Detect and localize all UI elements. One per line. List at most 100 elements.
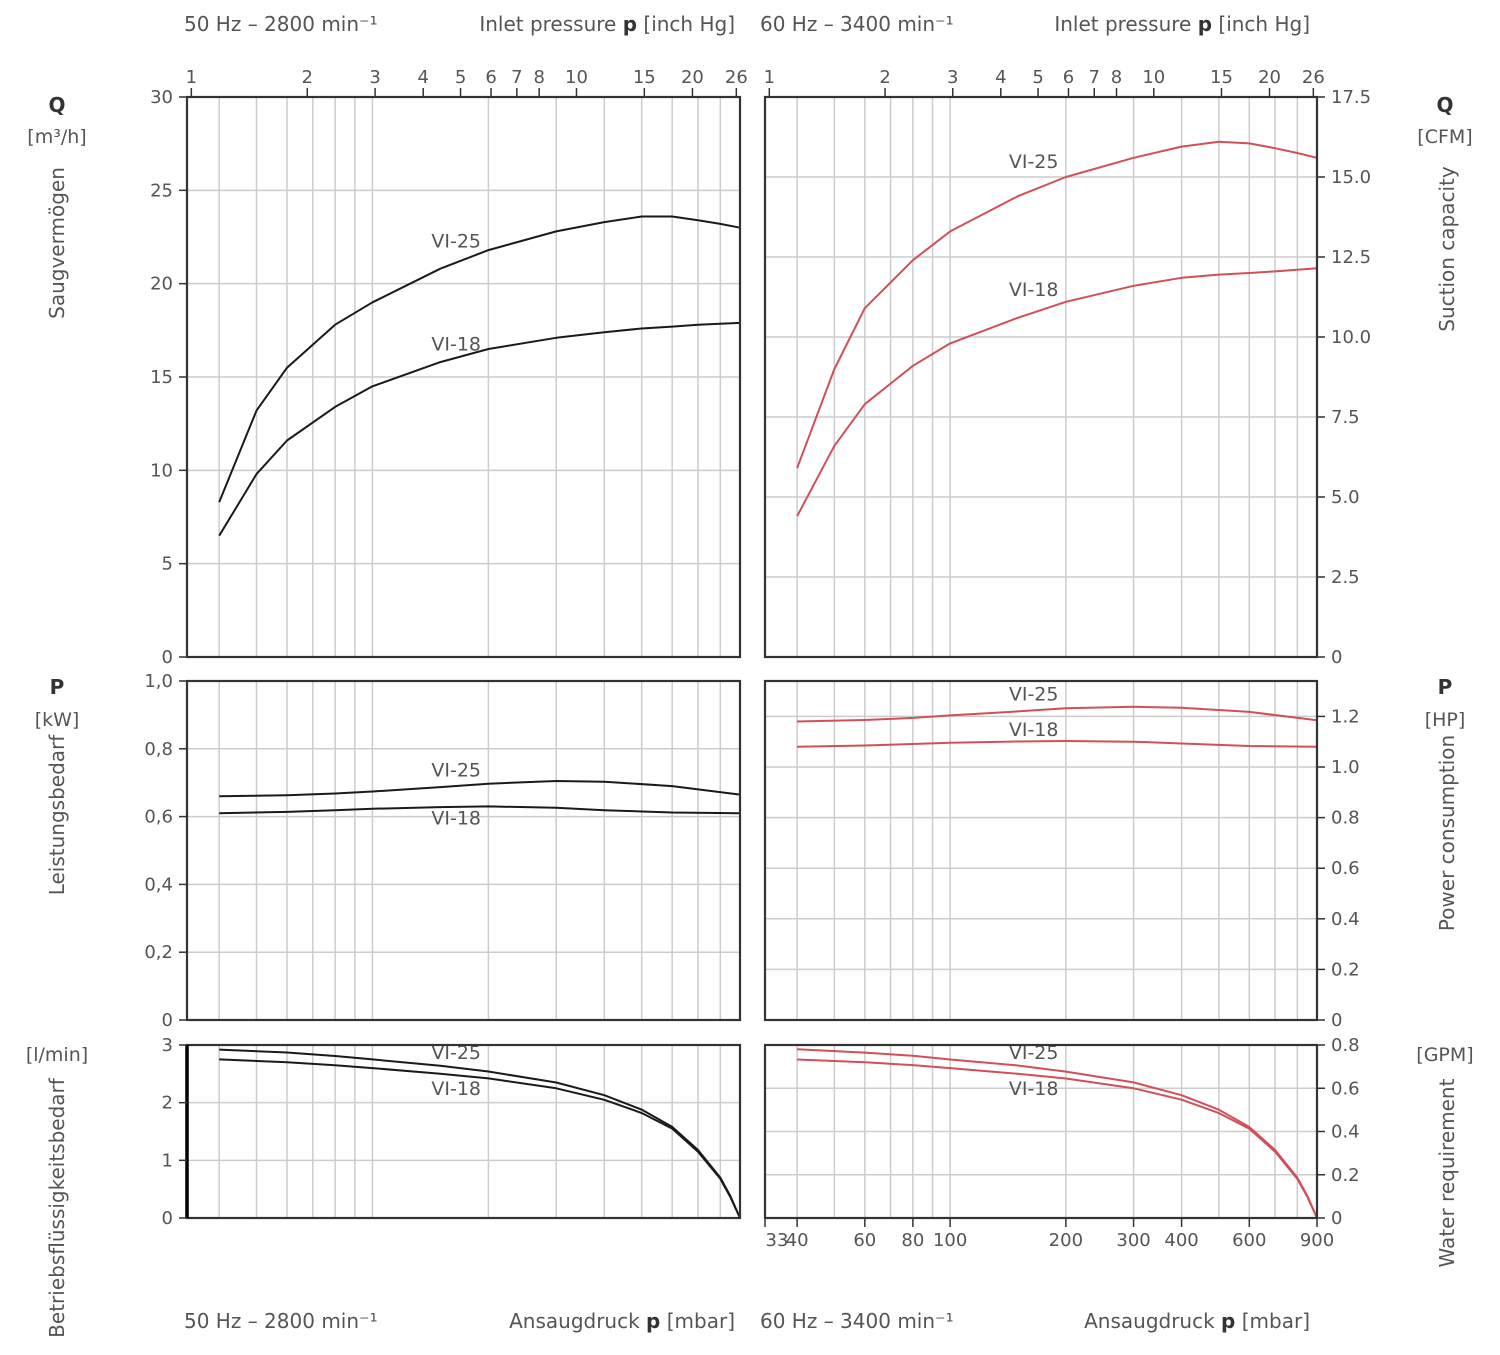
header-left-top-freq: 50 Hz – 2800 min⁻¹ bbox=[184, 12, 378, 36]
y-tick-label: 0,2 bbox=[144, 942, 173, 963]
q-unit-right: [CFM] bbox=[1417, 126, 1472, 148]
panel-p50: VI-25 VI-18 0 0,2 0,4 0,6 0,8 1,0 bbox=[144, 671, 742, 1031]
series-label-vi-25: VI-25 bbox=[1009, 151, 1059, 173]
x2-tick-label: 7 bbox=[511, 67, 522, 88]
p-unit-left: [kW] bbox=[35, 709, 80, 731]
x-tick-label: 40 bbox=[786, 1230, 809, 1251]
y-tick-label: 0.2 bbox=[1331, 1165, 1360, 1186]
series-label-vi-25: VI-25 bbox=[431, 231, 481, 253]
x2-tick-label: 8 bbox=[1111, 67, 1122, 88]
y-tick-label: 15.0 bbox=[1331, 167, 1371, 188]
x2-tick-label: 8 bbox=[533, 67, 544, 88]
q-symbol-right: Q bbox=[1436, 93, 1453, 117]
series-label-vi-25: VI-25 bbox=[431, 1042, 481, 1064]
series-label-vi-25: VI-25 bbox=[1009, 683, 1059, 705]
series-line-vi-18 bbox=[797, 740, 1318, 748]
y-tick-label: 0,6 bbox=[144, 807, 173, 828]
series-label-vi-18: VI-18 bbox=[431, 807, 481, 829]
y-tick-label: 0 bbox=[162, 1208, 173, 1229]
p-symbol-left: P bbox=[50, 675, 65, 699]
x2-tick-label: 6 bbox=[1063, 67, 1074, 88]
series-label-vi-18: VI-18 bbox=[1009, 1078, 1059, 1100]
q-title-left: Saugvermögen bbox=[45, 167, 69, 319]
series-line-vi-18 bbox=[219, 1058, 741, 1219]
x-tick-label: 200 bbox=[1049, 1230, 1083, 1251]
y-tick-label: 15 bbox=[150, 367, 173, 388]
p-unit-right: [HP] bbox=[1425, 709, 1466, 731]
series-line-vi-25 bbox=[218, 215, 741, 503]
y-tick-label: 0 bbox=[162, 1010, 173, 1031]
series-label-vi-18: VI-18 bbox=[431, 1078, 481, 1100]
x2-tick-label: 1 bbox=[186, 67, 197, 88]
header-right-top-freq: 60 Hz – 3400 min⁻¹ bbox=[760, 12, 954, 36]
x2-tick-label: 10 bbox=[565, 67, 588, 88]
x2-tick-label: 26 bbox=[725, 67, 748, 88]
w-title-left: Betriebsflüssigkeitsbedarf bbox=[45, 1077, 69, 1338]
y-tick-label: 5 bbox=[162, 554, 173, 575]
series-line-vi-25 bbox=[797, 705, 1318, 723]
panel-w50: VI-25 VI-18 0 1 2 3 bbox=[162, 1035, 742, 1229]
series-label-vi-18: VI-18 bbox=[431, 333, 481, 355]
x2-tick-label: 7 bbox=[1089, 67, 1100, 88]
q-symbol-left: Q bbox=[48, 93, 65, 117]
x-tick-label: 80 bbox=[901, 1230, 924, 1251]
panel-q60: VI-25 VI-18 0 2.5 5.0 7.5 10.0 12.5 15.0 17.5 1 2 3 4… bbox=[764, 67, 1371, 668]
series-label-vi-25: VI-25 bbox=[1009, 1042, 1059, 1064]
x2-tick-label: 6 bbox=[485, 67, 496, 88]
q-title-right: Suction capacity bbox=[1435, 166, 1459, 332]
y-tick-label: 25 bbox=[150, 180, 173, 201]
y-tick-label: 0.4 bbox=[1331, 909, 1360, 930]
y-tick-label: 0.6 bbox=[1331, 858, 1360, 879]
p-title-left: Leistungsbedarf bbox=[45, 734, 69, 896]
x2-tick-label: 26 bbox=[1302, 67, 1325, 88]
y-tick-label: 0.6 bbox=[1331, 1078, 1360, 1099]
x-tick-label: 33 bbox=[766, 1230, 789, 1251]
header-left-bottom-freq: 50 Hz – 2800 min⁻¹ bbox=[184, 1309, 378, 1333]
series-line-vi-25 bbox=[797, 1048, 1318, 1219]
series-line-vi-18 bbox=[218, 321, 741, 537]
x2-tick-label: 1 bbox=[764, 67, 775, 88]
panel-frame bbox=[763, 679, 1319, 1022]
y-tick-label: 0.4 bbox=[1331, 1122, 1360, 1143]
x2-tick-label: 4 bbox=[995, 67, 1006, 88]
y-tick-label: 2.5 bbox=[1331, 567, 1360, 588]
y-tick-label: 1 bbox=[162, 1150, 173, 1171]
panel-frame bbox=[185, 679, 742, 1022]
w-unit-left: [l/min] bbox=[26, 1044, 88, 1066]
y-tick-label: 0.8 bbox=[1331, 808, 1360, 829]
header-left-top-axis: Inlet pressure p [inch Hg] bbox=[479, 12, 735, 36]
y-tick-label: 0,4 bbox=[144, 874, 173, 895]
y-tick-label: 2 bbox=[162, 1093, 173, 1114]
y-tick-label: 0,8 bbox=[144, 739, 173, 760]
panel-frame bbox=[185, 1043, 742, 1220]
x-tick-label: 900 bbox=[1300, 1230, 1334, 1251]
series-line-vi-25 bbox=[796, 140, 1318, 469]
y-tick-label: 0.8 bbox=[1331, 1035, 1360, 1056]
series-label-vi-18: VI-18 bbox=[1009, 719, 1059, 741]
header-left-bottom-axis: Ansaugdruck p [mbar] bbox=[509, 1309, 735, 1333]
x2-tick-label: 20 bbox=[1258, 67, 1281, 88]
x2-tick-label: 5 bbox=[455, 67, 466, 88]
y-tick-label: 0 bbox=[1331, 1208, 1342, 1229]
y-tick-label: 0.2 bbox=[1331, 959, 1360, 980]
y-tick-label: 12.5 bbox=[1331, 247, 1371, 268]
y-tick-label: 10.0 bbox=[1331, 327, 1371, 348]
x2-tick-label: 2 bbox=[302, 67, 313, 88]
series-line-vi-18 bbox=[797, 1058, 1318, 1219]
q-unit-left: [m³/h] bbox=[27, 126, 86, 148]
x2-tick-label: 3 bbox=[947, 67, 958, 88]
x-tick-label: 100 bbox=[933, 1230, 967, 1251]
x-tick-label: 300 bbox=[1116, 1230, 1150, 1251]
y-tick-label: 3 bbox=[162, 1035, 173, 1056]
y-tick-label: 0 bbox=[1331, 647, 1342, 668]
w-unit-right: [GPM] bbox=[1416, 1044, 1473, 1066]
series-label-vi-25: VI-25 bbox=[431, 760, 481, 782]
series-line-vi-25 bbox=[219, 780, 741, 798]
panel-frame bbox=[763, 95, 1319, 659]
x2-tick-label: 4 bbox=[417, 67, 428, 88]
series-label-vi-18: VI-18 bbox=[1009, 279, 1059, 301]
x2-tick-label: 2 bbox=[879, 67, 890, 88]
y-tick-label: 5.0 bbox=[1331, 487, 1360, 508]
series-line-vi-18 bbox=[219, 805, 741, 815]
